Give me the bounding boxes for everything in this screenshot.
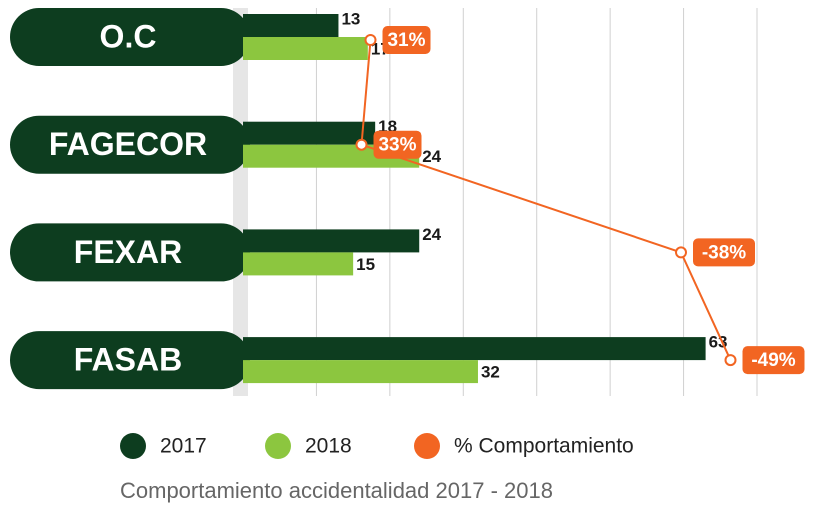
chart-title: Comportamiento accidentalidad 2017 - 201… — [120, 478, 553, 503]
bar — [243, 37, 368, 60]
category-pill — [10, 8, 250, 66]
line-point — [355, 138, 368, 151]
category-label: O.C — [100, 18, 157, 54]
category-label: FAGECOR — [49, 126, 207, 162]
line-point — [364, 34, 377, 46]
value-label: 24 — [422, 147, 441, 166]
value-label: 31% — [387, 30, 425, 51]
value-label: -38% — [702, 242, 746, 263]
value-label-box — [742, 346, 805, 375]
value-label-box — [382, 26, 431, 54]
value-label: 63 — [709, 333, 728, 352]
line-point — [724, 354, 737, 367]
category-pill — [10, 223, 250, 282]
category-pill — [10, 331, 250, 390]
category-label: FASAB — [74, 342, 182, 378]
line-point — [675, 246, 687, 259]
value-label: 33% — [378, 135, 416, 156]
bar — [243, 14, 339, 37]
category-pill — [10, 115, 250, 174]
legend-label: 2018 — [305, 435, 352, 458]
value-label: -49% — [751, 350, 795, 371]
value-label: 15 — [356, 255, 375, 274]
axis-band — [233, 8, 248, 396]
bar — [243, 229, 420, 253]
bar — [243, 252, 354, 276]
bar — [243, 360, 478, 384]
legend-label: % Comportamiento — [454, 435, 634, 458]
legend-label: 2017 — [160, 435, 207, 458]
legend-swatch — [265, 433, 291, 459]
bar — [243, 337, 706, 361]
value-label: 13 — [341, 9, 360, 28]
line — [360, 39, 732, 361]
value-label: 32 — [481, 363, 500, 382]
category-label: FEXAR — [74, 234, 182, 270]
value-label-box — [693, 238, 755, 267]
legend-swatch — [414, 433, 440, 459]
bar — [243, 121, 376, 145]
legend-swatch — [120, 433, 146, 459]
value-label-box — [373, 130, 422, 159]
value-label: 24 — [422, 225, 441, 244]
